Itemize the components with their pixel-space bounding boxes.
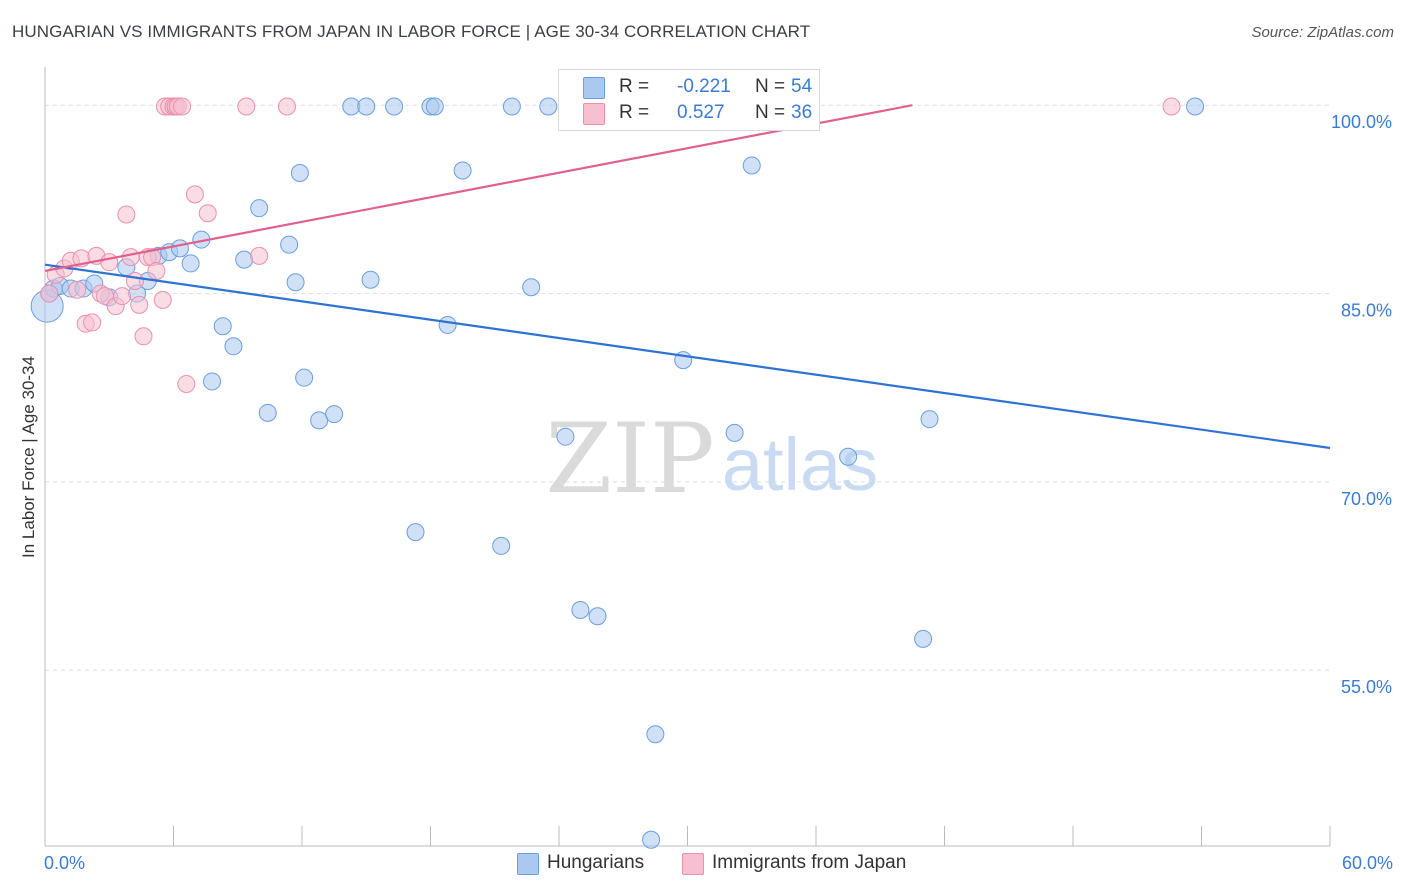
hungarian-point bbox=[224, 337, 243, 356]
japan-point bbox=[100, 253, 119, 272]
japan-trend-line bbox=[44, 104, 913, 273]
legend-n-label: N = bbox=[755, 76, 786, 97]
japan-point bbox=[198, 204, 217, 223]
legend-swatch-japan bbox=[682, 853, 704, 875]
hungarian-point bbox=[213, 317, 232, 336]
legend-r-label: R = bbox=[619, 102, 650, 123]
hungarian-point bbox=[258, 403, 277, 422]
legend-swatch-pink bbox=[583, 103, 605, 125]
hungarian-point bbox=[342, 97, 361, 116]
hungarian-point bbox=[295, 368, 314, 387]
hungarian-point bbox=[385, 97, 404, 116]
hungarian-point bbox=[642, 830, 661, 849]
x-tick-label-max: 60.0% bbox=[1342, 853, 1393, 873]
trend-lines bbox=[44, 104, 1331, 450]
legend-r-value: -0.221 bbox=[677, 76, 731, 97]
hungarian-point bbox=[235, 250, 254, 269]
hungarian-point bbox=[438, 315, 457, 334]
hungarian-point bbox=[357, 97, 376, 116]
chart-source: Source: ZipAtlas.com bbox=[1251, 24, 1394, 41]
japan-point bbox=[40, 284, 59, 303]
hungarian-point bbox=[502, 97, 521, 116]
hungarian-point bbox=[571, 600, 590, 619]
y-tick-label: 100.0% bbox=[1331, 112, 1392, 132]
japan-point bbox=[173, 97, 192, 116]
japan-point bbox=[250, 246, 269, 265]
japan-point bbox=[130, 295, 149, 314]
y-tick-label: 85.0% bbox=[1341, 301, 1392, 321]
y-axis-label: In Labor Force | Age 30-34 bbox=[19, 356, 38, 558]
hungarian-point bbox=[453, 161, 472, 180]
watermark: ZIP atlas bbox=[545, 403, 878, 515]
legend-swatch-hungarians bbox=[517, 853, 539, 875]
hungarian-point bbox=[742, 156, 761, 175]
japan-point bbox=[147, 261, 166, 280]
hungarian-point bbox=[914, 629, 933, 648]
hungarian-point bbox=[492, 536, 511, 555]
japan-point bbox=[68, 280, 87, 299]
hungarian-point bbox=[406, 523, 425, 542]
japan-point bbox=[117, 205, 136, 224]
japan-points bbox=[40, 97, 1181, 393]
hungarian-point bbox=[556, 427, 575, 446]
y-tick-label: 70.0% bbox=[1341, 489, 1392, 509]
legend-label-hungarians: Hungarians bbox=[547, 852, 645, 873]
japan-point bbox=[278, 97, 297, 116]
hungarian-point bbox=[425, 97, 444, 116]
japan-point bbox=[1162, 97, 1181, 116]
legend-n-label: N = bbox=[755, 102, 786, 123]
japan-point bbox=[153, 290, 172, 309]
hungarian-point bbox=[588, 607, 607, 626]
hungarian-point bbox=[280, 235, 299, 254]
hungarian-point bbox=[839, 447, 858, 466]
hungarian-point bbox=[725, 423, 744, 442]
hungarian-point bbox=[203, 372, 222, 391]
hungarian-point bbox=[181, 254, 200, 273]
hungarian-point bbox=[325, 405, 344, 424]
japan-point bbox=[237, 97, 256, 116]
japan-point bbox=[177, 374, 196, 393]
watermark-atlas: atlas bbox=[722, 423, 878, 506]
series-legend: Hungarians Immigrants from Japan bbox=[0, 852, 1406, 876]
axes bbox=[44, 67, 1331, 847]
hungarians-trend-line bbox=[44, 263, 1331, 450]
hungarian-point bbox=[310, 411, 329, 430]
chart-title: HUNGARIAN VS IMMIGRANTS FROM JAPAN IN LA… bbox=[12, 22, 811, 41]
legend-r-label: R = bbox=[619, 76, 650, 97]
hungarian-point bbox=[361, 270, 380, 289]
legend-n-value: 54 bbox=[791, 76, 813, 97]
axis-labels: 100.0% 85.0% 70.0% 55.0% 0.0% 60.0% In Labor F… bbox=[19, 112, 1393, 873]
hungarian-point bbox=[1186, 97, 1205, 116]
japan-point bbox=[185, 185, 204, 204]
japan-point bbox=[134, 327, 153, 346]
hungarian-point bbox=[522, 278, 541, 297]
y-tick-label: 55.0% bbox=[1341, 677, 1392, 697]
hungarian-point bbox=[290, 164, 309, 183]
japan-point bbox=[125, 272, 144, 290]
x-tick-label-min: 0.0% bbox=[44, 853, 85, 873]
hungarian-point bbox=[286, 273, 305, 292]
legend-n-value: 36 bbox=[791, 102, 813, 123]
legend-swatch-blue bbox=[583, 77, 605, 99]
grid-lines bbox=[45, 104, 1330, 671]
japan-point bbox=[121, 248, 140, 267]
legend-label-japan: Immigrants from Japan bbox=[712, 852, 907, 873]
hungarian-point bbox=[250, 199, 269, 218]
japan-point bbox=[83, 313, 102, 332]
hungarian-point bbox=[920, 410, 939, 429]
hungarian-point bbox=[646, 725, 665, 744]
hungarian-point bbox=[539, 97, 558, 116]
legend-r-value: 0.527 bbox=[677, 102, 725, 123]
watermark-zip: ZIP bbox=[545, 403, 714, 515]
hungarian-point bbox=[170, 239, 189, 258]
japan-point bbox=[113, 287, 132, 306]
correlation-legend: R = -0.221 N = 54 R = 0.527 N = 36 bbox=[558, 69, 820, 131]
